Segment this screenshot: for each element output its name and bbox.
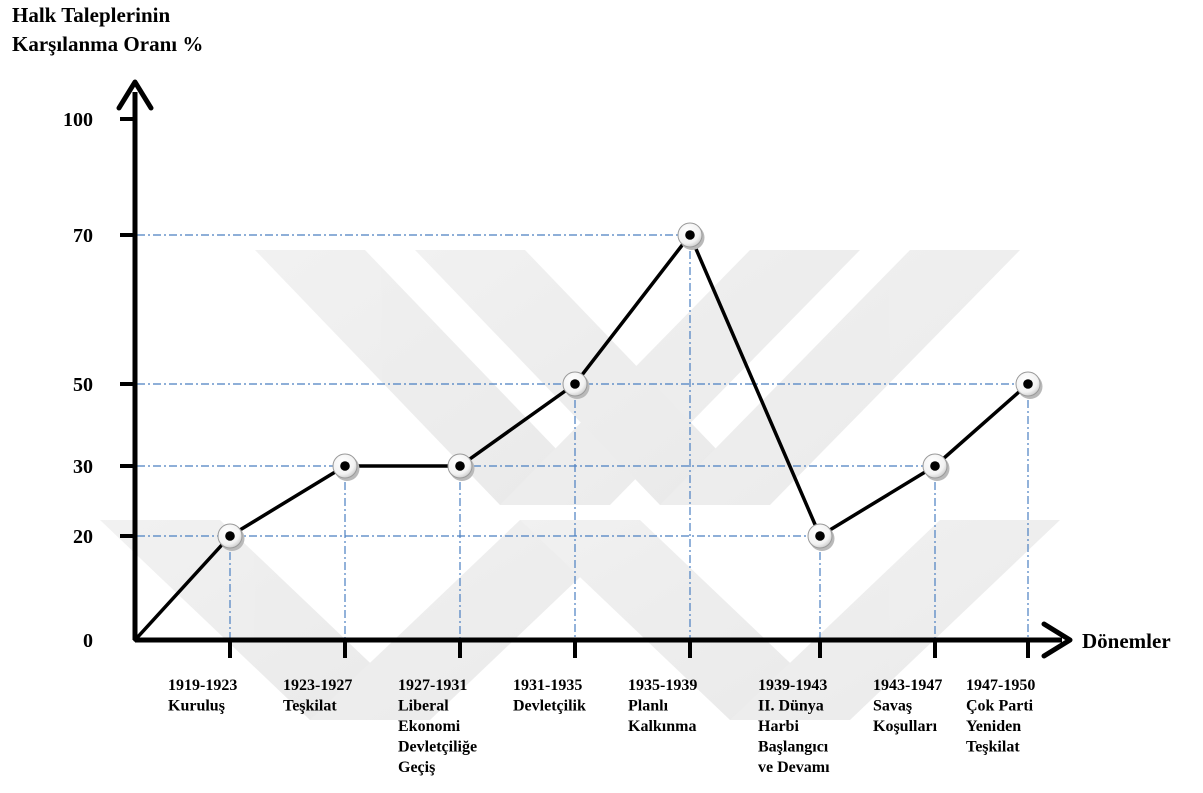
x-tick-label: 1923-1927 Teşkilat: [283, 677, 352, 715]
x-tick-label: 1927-1931 Liberal Ekonomi Devletçiliğe Geçiş: [398, 677, 477, 776]
y-tick-label: 70: [73, 225, 93, 247]
data-point: [1015, 371, 1043, 399]
y-tick-label: 50: [73, 374, 93, 396]
data-point: [562, 371, 590, 399]
y-tick-label: 30: [73, 456, 93, 478]
x-axis-title: Dönemler: [1082, 629, 1171, 653]
x-tick-label: 1931-1935 Devletçilik: [513, 677, 586, 715]
x-tick-label: 1919-1923 Kuruluş: [168, 677, 237, 715]
data-point: [217, 523, 245, 551]
x-tick-label: 1939-1943 II. Dünya Harbi Başlangıcı ve Deva…: [758, 677, 830, 776]
y-tick-label: 100: [63, 109, 93, 131]
data-point: [677, 222, 705, 250]
x-ticks: 1919-1923 Kuruluş 1923-1927 Teşkilat 1927-19…: [168, 640, 1035, 776]
guide-lines: [137, 234, 1029, 640]
y-axis-title-line-1: Halk Taleplerinin: [12, 3, 170, 27]
y-axis-title-line-2: Karşılanma Oranı %: [12, 32, 203, 56]
y-ticks: 0 20 30 50 70 100: [63, 109, 135, 652]
x-axis-arrowhead: [1041, 621, 1073, 659]
x-tick-label: 1943-1947 Savaş Koşulları: [873, 677, 942, 735]
y-tick-label: 20: [73, 526, 93, 548]
y-tick-label: 0: [83, 630, 93, 652]
x-tick-label: 1947-1950 Çok Parti Yeniden Teşkilat: [966, 677, 1035, 756]
data-point: [332, 453, 360, 481]
data-point: [447, 453, 475, 481]
data-markers: [217, 222, 1043, 551]
data-point: [807, 523, 835, 551]
watermark: [100, 250, 1060, 720]
y-axis-arrowhead: [116, 79, 154, 111]
axes: [116, 79, 1073, 659]
data-point: [922, 453, 950, 481]
x-tick-label: 1935-1939 Planlı Kalkınma: [628, 677, 697, 735]
